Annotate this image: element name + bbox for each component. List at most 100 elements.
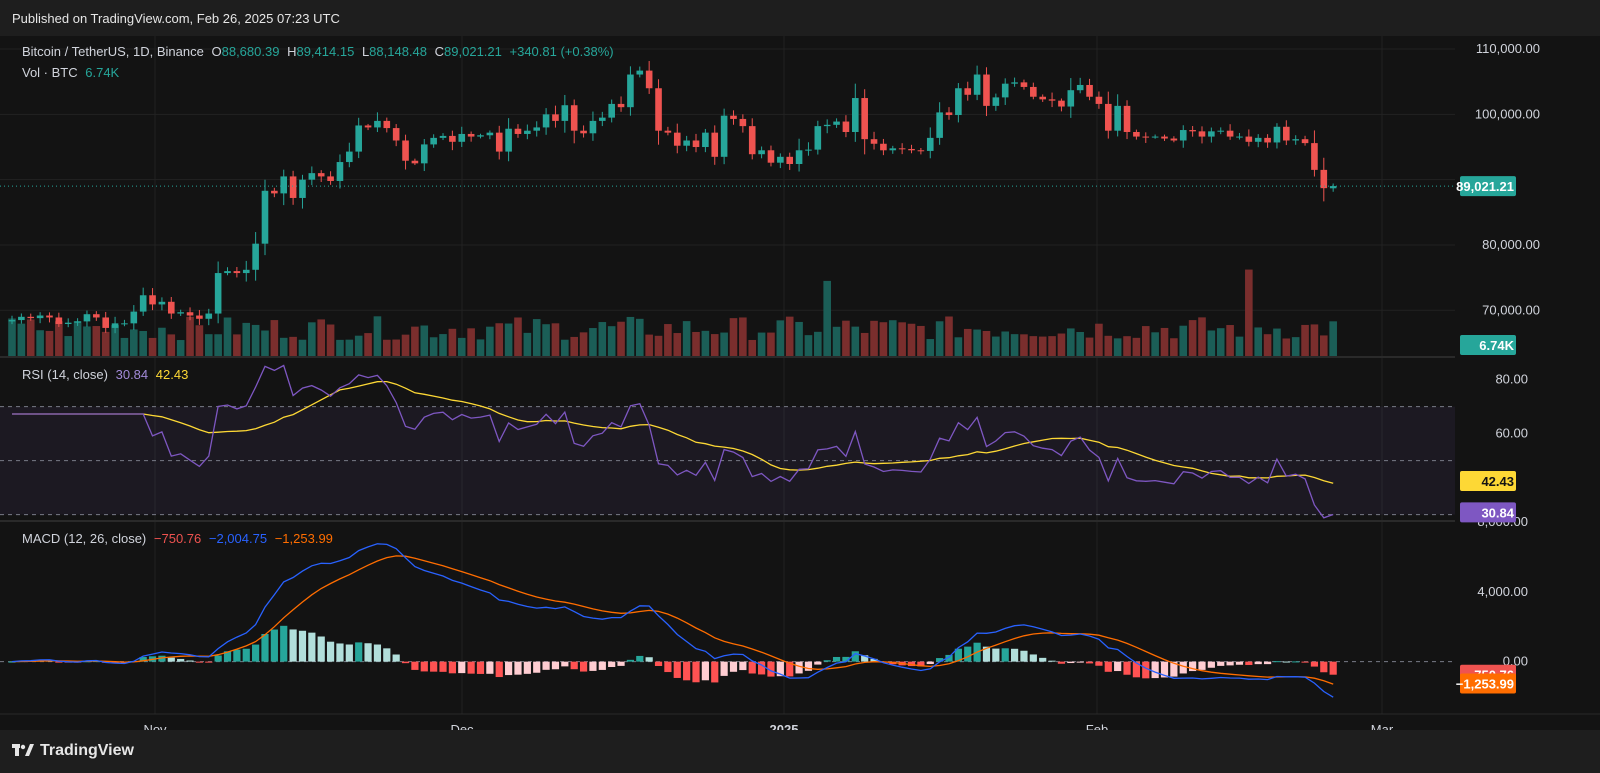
- volume-bar: [692, 331, 700, 356]
- candle-body: [55, 317, 63, 324]
- time-tick-label: Mar: [1371, 722, 1394, 730]
- rsi-ma-badge: 42.43: [1481, 474, 1514, 489]
- volume-bar: [888, 320, 897, 356]
- macd-histogram-bar: [223, 651, 232, 662]
- volume-bar: [204, 334, 213, 356]
- macd-histogram-bar: [439, 661, 447, 672]
- volume-bar: [804, 335, 813, 356]
- macd-histogram-bar: [561, 661, 569, 667]
- macd-histogram-bar: [533, 661, 541, 673]
- candle-body: [570, 105, 578, 131]
- rsi-tick-label: 60.00: [1495, 426, 1528, 441]
- volume-bar: [598, 322, 607, 356]
- last-volume-badge-bg: [1460, 335, 1516, 355]
- volume-bar: [907, 323, 916, 356]
- price-tick-label: 80,000.00: [1482, 237, 1540, 252]
- volume-bar: [1141, 326, 1150, 356]
- macd-histogram-bar: [1273, 661, 1281, 663]
- volume-bar: [1104, 335, 1113, 356]
- close-label: C: [434, 44, 445, 59]
- price-legend: Bitcoin / TetherUS, 1D, Binance O88,680.…: [22, 44, 618, 59]
- macd-value: −750.76: [153, 531, 202, 546]
- macd-histogram-bar: [1282, 661, 1290, 663]
- candle-body: [83, 314, 91, 322]
- macd-histogram-bar: [1160, 661, 1169, 678]
- volume-bar: [1113, 338, 1122, 356]
- candle-body: [505, 128, 512, 152]
- candle-body: [74, 321, 81, 323]
- candle-body: [542, 114, 550, 128]
- candle-body: [383, 120, 391, 129]
- volume-bar: [682, 321, 691, 356]
- rsi-ma-value: 42.43: [155, 367, 189, 382]
- candle-body: [589, 120, 597, 134]
- volume-bar: [270, 320, 279, 356]
- macd-histogram-bar: [476, 661, 485, 674]
- candle-body: [1329, 186, 1337, 189]
- macd-histogram-bar: [1292, 661, 1300, 663]
- volume-bar: [542, 324, 550, 356]
- candle-body: [1170, 138, 1178, 141]
- candle-body: [1011, 82, 1018, 84]
- volume-bar: [326, 324, 335, 356]
- time-tick-label: Dec: [450, 722, 474, 730]
- volume-bar: [842, 320, 850, 356]
- macd-histogram-bar: [617, 661, 625, 666]
- volume-bar: [739, 317, 747, 356]
- macd-histogram-bar: [289, 629, 297, 662]
- macd-tick-label: 4,000.00: [1477, 584, 1528, 599]
- candle-body: [392, 128, 400, 141]
- volume-bar: [870, 320, 878, 356]
- candle-body: [402, 140, 409, 161]
- volume-bar: [767, 332, 775, 356]
- candle-body: [823, 124, 831, 127]
- volume-bar: [1320, 335, 1328, 356]
- volume-bar: [720, 332, 728, 356]
- candle-body: [196, 315, 203, 319]
- chart-area[interactable]: 110,000.00 100,000.00 80,000.00 70,000.00 80…: [0, 36, 1600, 730]
- candlesticks: [0, 61, 1455, 334]
- macd-histogram-bar: [907, 661, 916, 667]
- symbol-title: Bitcoin / TetherUS, 1D, Binance: [22, 44, 204, 59]
- candle-body: [1030, 86, 1037, 97]
- volume-bar: [308, 322, 316, 356]
- candle-body: [795, 150, 803, 164]
- macd-histogram-bar: [392, 654, 400, 662]
- volume-bar: [420, 325, 429, 356]
- volume-bar: [345, 339, 354, 356]
- volume-value: 6.74K: [85, 65, 120, 80]
- volume-bar: [1123, 336, 1131, 356]
- macd-histogram-bar: [280, 625, 288, 662]
- macd-histogram-bar: [786, 661, 794, 677]
- candle-body: [627, 74, 634, 108]
- macd-histogram-bar: [1142, 661, 1150, 679]
- volume-bar: [298, 339, 307, 356]
- candle-body: [936, 112, 943, 138]
- candle-body: [271, 190, 278, 194]
- candle-body: [158, 301, 166, 305]
- rsi-value: 30.84: [115, 367, 149, 382]
- volume-bar: [954, 337, 963, 356]
- macd-histogram-bar: [233, 649, 241, 662]
- volume-bar: [1291, 337, 1300, 356]
- macd-histogram-bar: [579, 661, 588, 672]
- candle-body: [814, 126, 822, 150]
- volume-bar: [654, 335, 663, 356]
- candle-body: [355, 125, 362, 152]
- macd-histogram-bar: [158, 655, 166, 662]
- volume-bar: [233, 334, 241, 356]
- macd-histogram-bar: [683, 661, 691, 681]
- volume-bar: [36, 330, 44, 356]
- volume-bar: [467, 328, 475, 356]
- candle-body: [467, 133, 475, 137]
- volume-bar: [457, 337, 466, 356]
- macd-histogram-bar: [739, 661, 747, 671]
- rsi-legend: RSI (14, close) 30.84 42.43: [22, 367, 192, 382]
- volume-bar: [1048, 336, 1056, 356]
- candle-body: [186, 312, 194, 316]
- price-tick-label: 110,000.00: [1476, 41, 1540, 56]
- candle-body: [1039, 96, 1046, 100]
- tradingview-logo[interactable]: TradingView: [12, 742, 134, 760]
- macd-histogram-bar: [317, 636, 325, 662]
- candle-body: [673, 132, 681, 146]
